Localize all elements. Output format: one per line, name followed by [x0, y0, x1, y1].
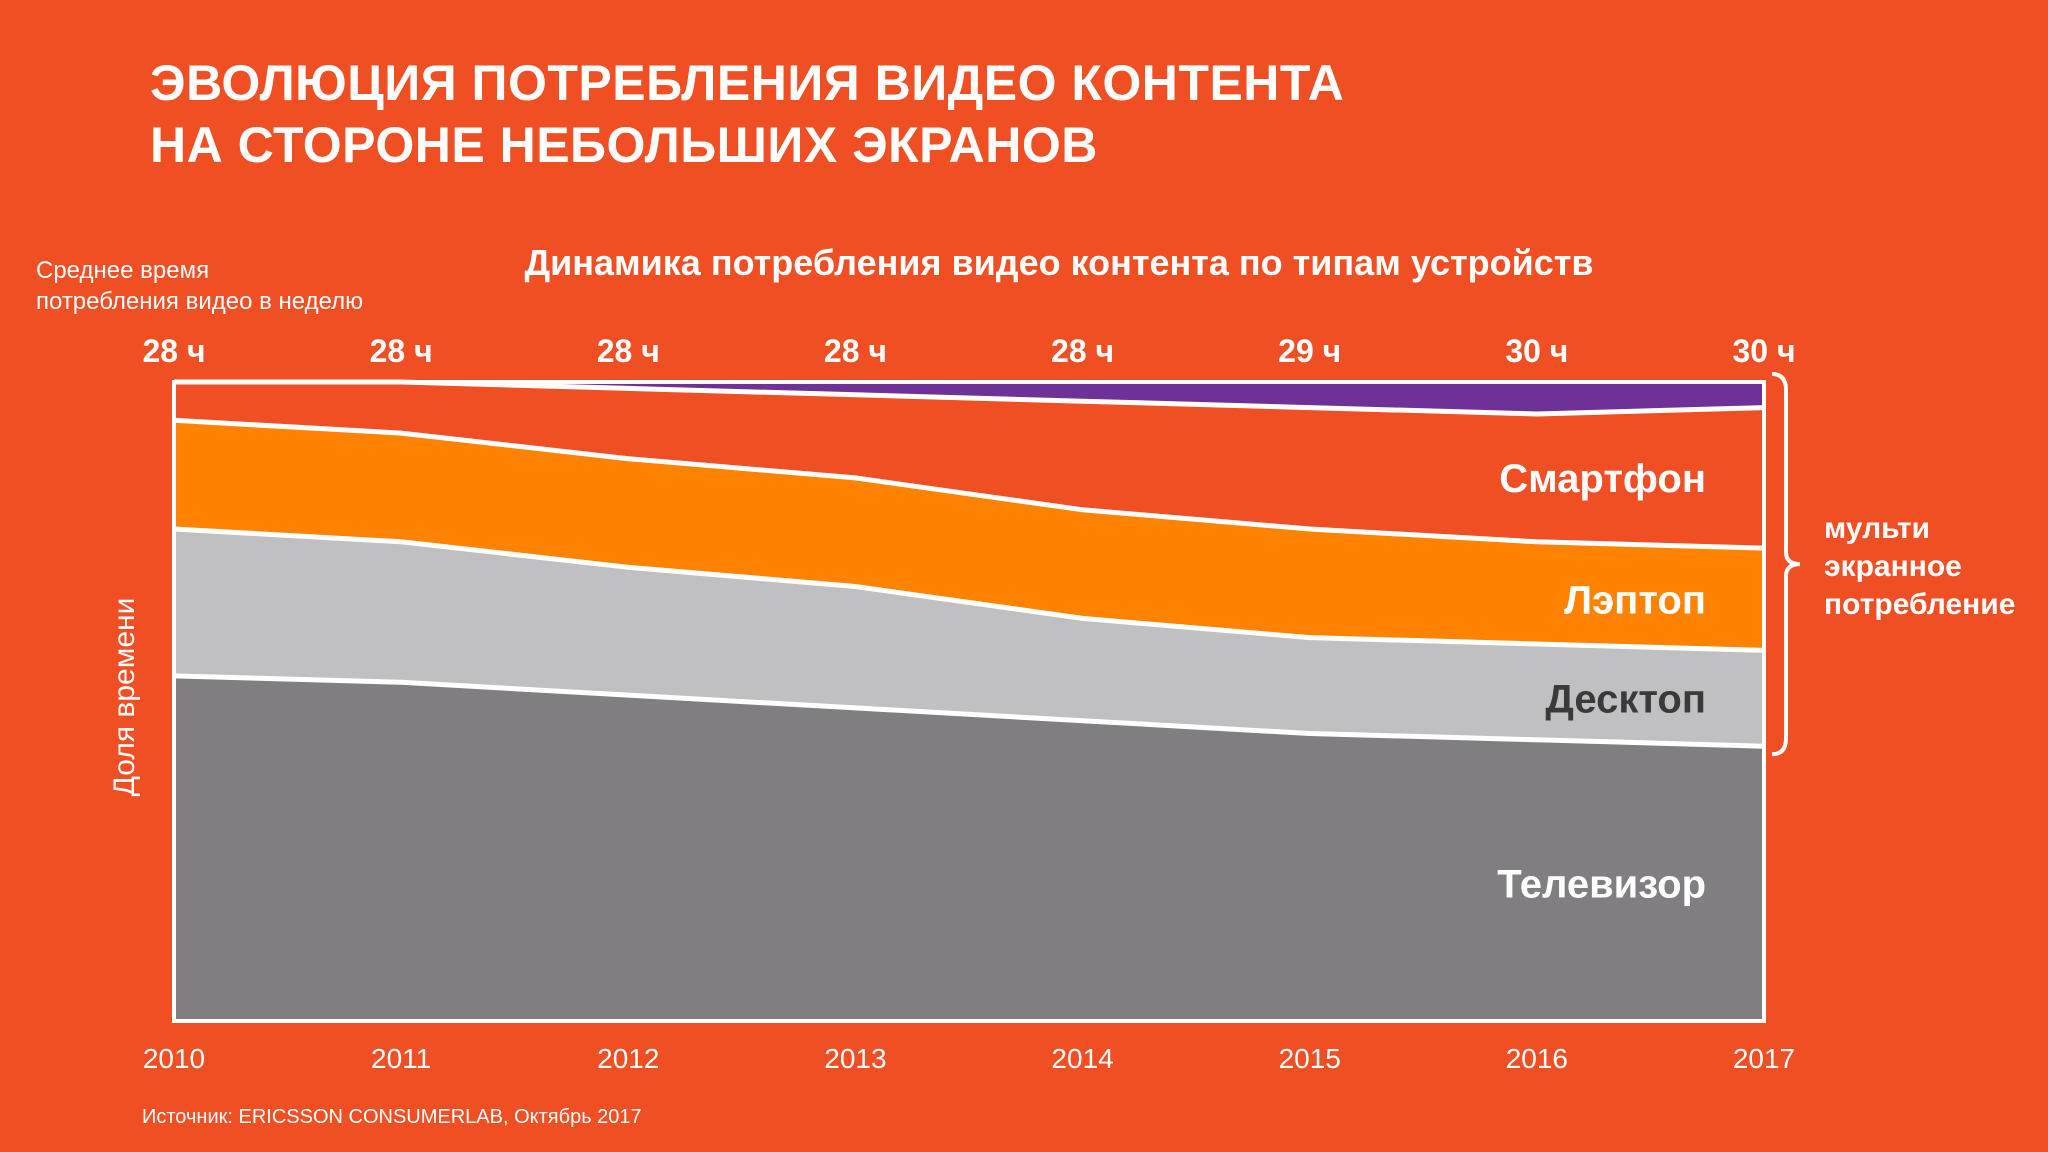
plot-frame	[172, 380, 1766, 1023]
weekly-hours-label: 28 ч	[142, 333, 205, 369]
series-label-tv: Телевизор	[1497, 863, 1706, 907]
avg-hours-caption-line1: Среднее время	[36, 257, 210, 284]
separator-line	[173, 673, 1765, 749]
area-smartphone	[174, 382, 1764, 549]
multiscreen-label-line3: потребление	[1824, 588, 2016, 621]
separator-line	[173, 417, 1765, 551]
area-tv	[174, 675, 1764, 1021]
page-title-line1: ЭВОЛЮЦИЯ ПОТРЕБЛЕНИЯ ВИДЕО КОНТЕНТА	[150, 55, 1345, 111]
chart-title: Динамика потребления видео контента по т…	[524, 242, 1594, 283]
weekly-hours-label: 29 ч	[1278, 333, 1341, 369]
separator-line	[173, 526, 1765, 653]
x-tick-label: 2016	[1506, 1043, 1568, 1074]
page-title-line2: НА СТОРОНЕ НЕБОЛЬШИХ ЭКРАНОВ	[150, 117, 1098, 173]
weekly-hours-label: 28 ч	[824, 333, 887, 369]
weekly-hours-label: 28 ч	[370, 333, 433, 369]
x-tick-label: 2014	[1051, 1043, 1113, 1074]
multiscreen-label-line1: мульти	[1824, 512, 1931, 545]
weekly-hours-label: 30 ч	[1732, 333, 1795, 369]
avg-hours-caption: Среднее время потребления видео в неделю	[36, 255, 363, 317]
x-tick-label: 2011	[371, 1043, 431, 1074]
weekly-hours-label: 28 ч	[597, 333, 660, 369]
series-label-desktop: Десктоп	[1545, 677, 1706, 721]
series-label-smartphone: Смартфон	[1499, 457, 1706, 501]
x-tick-label: 2015	[1279, 1043, 1341, 1074]
x-tick-label: 2013	[824, 1043, 886, 1074]
x-tick-label: 2012	[597, 1043, 659, 1074]
area-desktop	[174, 529, 1764, 747]
multiscreen-bracket	[1771, 372, 1801, 757]
multiscreen-label: мульти экранное потребление	[1824, 510, 2015, 624]
area-laptop	[174, 420, 1764, 651]
x-tick-label: 2017	[1733, 1043, 1795, 1074]
weekly-hours-label: 30 ч	[1505, 333, 1568, 369]
series-label-laptop: Лэптоп	[1564, 578, 1706, 622]
page-title: ЭВОЛЮЦИЯ ПОТРЕБЛЕНИЯ ВИДЕО КОНТЕНТА НА С…	[150, 52, 1344, 176]
avg-hours-caption-line2: потребления видео в неделю	[36, 288, 364, 315]
x-tick-label: 2010	[143, 1043, 205, 1074]
weekly-hours-label: 28 ч	[1051, 333, 1114, 369]
source-note: Источник: ERICSSON CONSUMERLAB, Октябрь …	[142, 1106, 642, 1128]
multiscreen-label-line2: экранное	[1824, 550, 1962, 583]
